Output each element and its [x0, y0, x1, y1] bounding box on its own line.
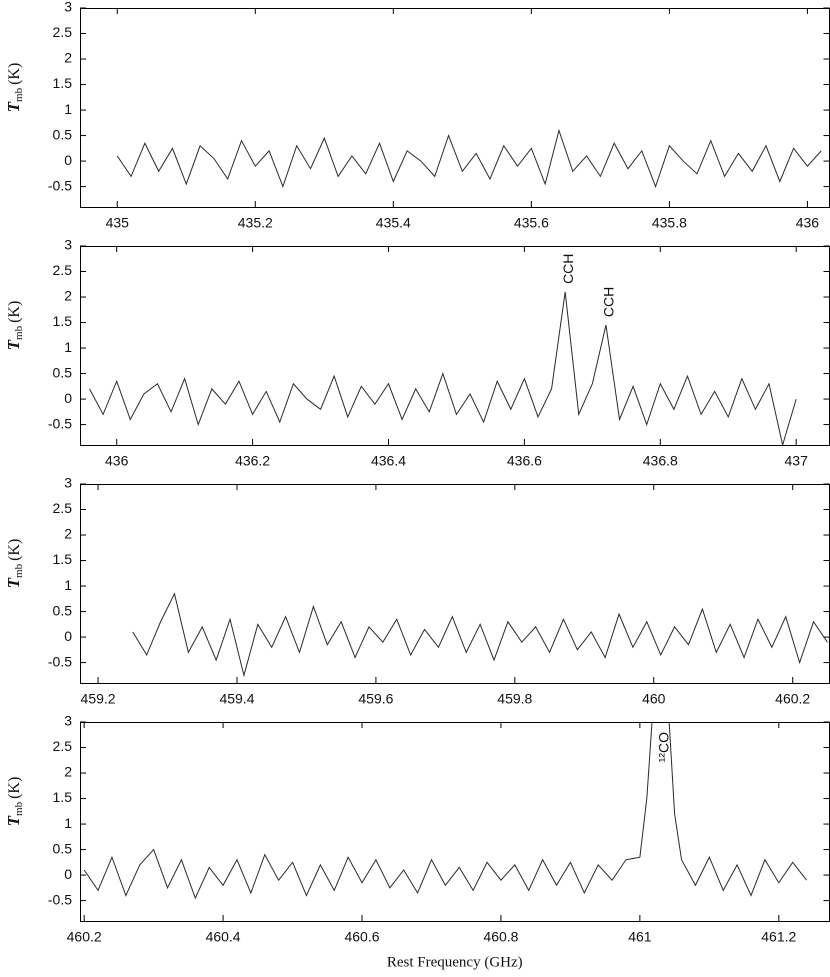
- x-tick-label: 459.4: [219, 691, 254, 707]
- x-tick-label: 460.2: [775, 691, 810, 707]
- y-tick-label: -0.5: [48, 891, 72, 907]
- annotation: CCH: [601, 287, 617, 317]
- y-tick-label: 1.5: [53, 789, 73, 805]
- y-tick-label: 1: [64, 577, 72, 593]
- plot-frame: [80, 484, 830, 684]
- y-tick-label: 3: [64, 475, 72, 491]
- y-tick-label: -0.5: [48, 653, 72, 669]
- y-tick-label: 3: [64, 713, 72, 729]
- x-tick-label: 460.8: [483, 929, 518, 945]
- y-tick-label: -0.5: [48, 415, 72, 431]
- x-axis-label: Rest Frequency (GHz): [387, 954, 523, 970]
- x-tick-label: 460.6: [344, 929, 379, 945]
- x-tick-label: 460.2: [67, 929, 102, 945]
- y-tick-label: 0.5: [53, 126, 73, 142]
- x-tick-label: 435.8: [652, 215, 687, 231]
- y-tick-label: 0.5: [53, 602, 73, 618]
- x-tick-label: 435.2: [238, 215, 273, 231]
- y-tick-label: 0: [64, 628, 72, 644]
- x-tick-label: 459.2: [81, 691, 116, 707]
- y-axis-label: Tmb(K): [4, 301, 25, 351]
- x-tick-label: 460.4: [206, 929, 241, 945]
- y-axis-label: Tmb(K): [4, 539, 25, 589]
- annotation: CCH: [560, 254, 576, 284]
- y-tick-label: 1: [64, 101, 72, 117]
- plot-frame: [80, 8, 830, 208]
- x-tick-label: 436.6: [507, 453, 542, 469]
- y-tick-label: 1.5: [53, 313, 73, 329]
- x-tick-label: 435.6: [514, 215, 549, 231]
- spectrum-line: [83, 722, 807, 900]
- x-tick-label: 437: [785, 453, 809, 469]
- y-tick-label: 2.5: [53, 24, 73, 40]
- x-tick-label: 459.8: [497, 691, 532, 707]
- x-tick-label: 461: [628, 929, 652, 945]
- panel: -0.5 0 0.5 1 1.5 2 2.5 3 435 435.2 435.4 435.6 435.8…: [4, 0, 830, 231]
- y-axis-label: Tmb(K): [4, 63, 25, 113]
- spectrum-line: [132, 592, 828, 678]
- x-tick-label: 436.8: [643, 453, 678, 469]
- x-tick-label: 436.2: [235, 453, 270, 469]
- y-tick-label: 2.5: [53, 738, 73, 754]
- y-tick-label: 1.5: [53, 75, 73, 91]
- x-tick-label: 436: [105, 453, 129, 469]
- y-tick-label: 1.5: [53, 551, 73, 567]
- plot-frame: [80, 246, 830, 446]
- panel: -0.5 0 0.5 1 1.5 2 2.5 3 436 436.2 436.4 436.6 436.8…: [4, 237, 830, 469]
- panel: -0.5 0 0.5 1 1.5 2 2.5 3 459.2 459.4 459.6 459.8 460…: [4, 475, 830, 707]
- y-tick-label: 1: [64, 339, 72, 355]
- x-tick-label: 436: [796, 215, 820, 231]
- panel: -0.5 0 0.5 1 1.5 2 2.5 3 460.2 460.4 460.6 460.8 461…: [4, 713, 830, 970]
- y-tick-label: 3: [64, 0, 72, 15]
- x-tick-label: 461.2: [761, 929, 796, 945]
- y-tick-label: 2: [64, 288, 72, 304]
- y-tick-label: 3: [64, 237, 72, 253]
- spectrum-line: [116, 128, 822, 189]
- y-tick-label: -0.5: [48, 177, 72, 193]
- y-tick-label: 0: [64, 866, 72, 882]
- x-tick-label: 436.4: [371, 453, 406, 469]
- y-tick-label: 0.5: [53, 840, 73, 856]
- annotation: ¹²CO: [655, 732, 671, 762]
- y-tick-label: 0: [64, 152, 72, 168]
- spectrum-line: [89, 291, 797, 445]
- y-tick-label: 2: [64, 526, 72, 542]
- y-tick-label: 0.5: [53, 364, 73, 380]
- y-tick-label: 2.5: [53, 262, 73, 278]
- y-tick-label: 1: [64, 815, 72, 831]
- y-tick-label: 2.5: [53, 500, 73, 516]
- y-tick-label: 0: [64, 390, 72, 406]
- x-tick-label: 435: [106, 215, 130, 231]
- x-tick-label: 459.6: [358, 691, 393, 707]
- y-axis-label: Tmb(K): [4, 777, 25, 827]
- y-tick-label: 2: [64, 764, 72, 780]
- y-tick-label: 2: [64, 50, 72, 66]
- x-tick-label: 460: [642, 691, 666, 707]
- x-tick-label: 435.4: [376, 215, 411, 231]
